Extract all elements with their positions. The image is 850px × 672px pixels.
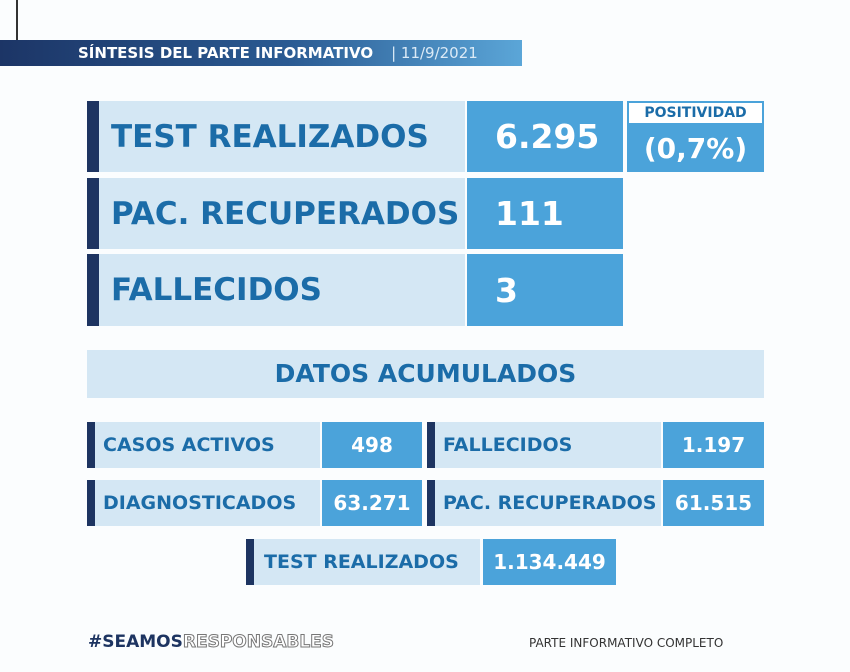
row-accent xyxy=(427,422,435,468)
hashtag: #SEAMOSRESPONSABLES xyxy=(88,632,335,653)
row-accent xyxy=(87,101,99,172)
row-accent xyxy=(87,178,99,249)
row-accent xyxy=(87,254,99,326)
daily-recovered-label: PAC. RECUPERADOS xyxy=(99,178,465,249)
total-deaths-value: 1.197 xyxy=(663,422,764,468)
header-title: SÍNTESIS DEL PARTE INFORMATIVO xyxy=(78,44,374,62)
row-accent xyxy=(427,480,435,526)
total-recovered-value: 61.515 xyxy=(663,480,764,526)
daily-recovered-value: 111 xyxy=(467,178,623,249)
total-deaths-label: FALLECIDOS xyxy=(435,422,661,468)
divider-line xyxy=(16,0,18,60)
acumulados-title: DATOS ACUMULADOS xyxy=(87,350,764,398)
diagnosed-label: DIAGNOSTICADOS xyxy=(95,480,320,526)
header-date: | 11/9/2021 xyxy=(391,44,478,62)
diagnosed-value: 63.271 xyxy=(322,480,422,526)
daily-deaths-label: FALLECIDOS xyxy=(99,254,465,326)
row-accent xyxy=(87,480,95,526)
daily-deaths-value: 3 xyxy=(467,254,623,326)
row-accent xyxy=(246,539,254,585)
total-recovered-label: PAC. RECUPERADOS xyxy=(435,480,661,526)
positividad-value: (0,7%) xyxy=(627,125,764,172)
total-tests-value: 1.134.449 xyxy=(483,539,616,585)
daily-tests-label: TEST REALIZADOS xyxy=(99,101,465,172)
daily-tests-value: 6.295 xyxy=(467,101,623,172)
hashtag-bold: #SEAMOS xyxy=(88,632,183,652)
row-accent xyxy=(87,422,95,468)
active-cases-value: 498 xyxy=(322,422,422,468)
full-report-link[interactable]: PARTE INFORMATIVO COMPLETO xyxy=(529,636,724,650)
header-bar: SÍNTESIS DEL PARTE INFORMATIVO | 11/9/202… xyxy=(0,40,522,66)
total-tests-label: TEST REALIZADOS xyxy=(254,539,480,585)
positividad-label: POSITIVIDAD xyxy=(627,101,764,125)
active-cases-label: CASOS ACTIVOS xyxy=(95,422,320,468)
hashtag-outline: RESPONSABLES xyxy=(182,632,335,653)
